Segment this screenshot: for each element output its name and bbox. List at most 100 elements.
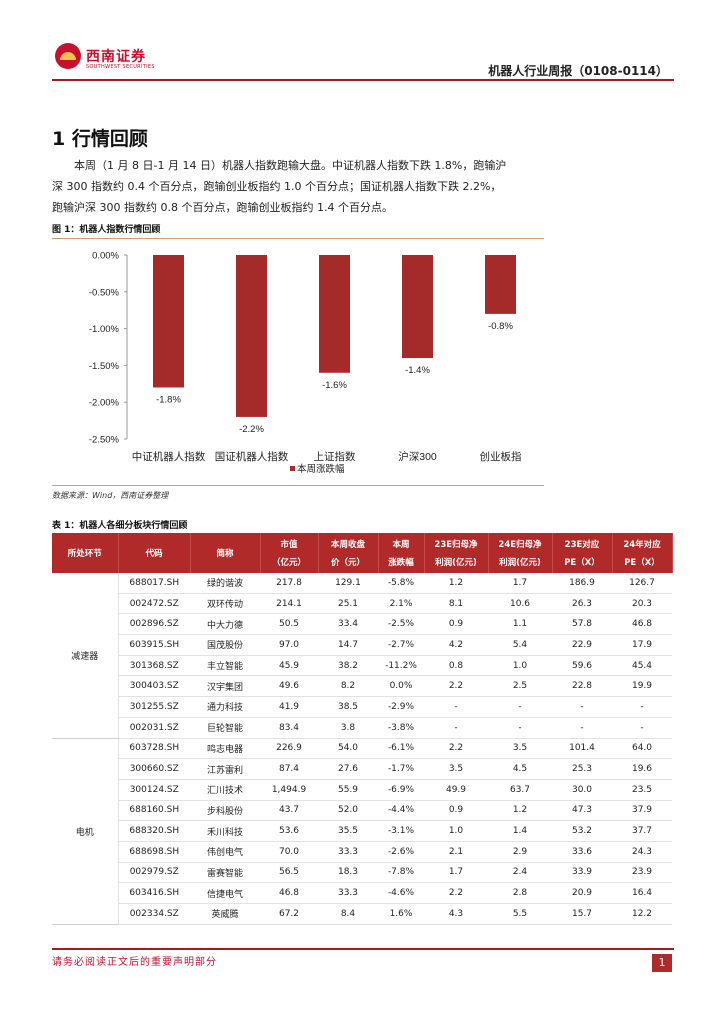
table-cell: 38.5 — [318, 696, 378, 718]
table-cell: 47.3 — [552, 800, 612, 822]
table-header-cell: 24E归母净 利润(亿元) — [488, 533, 553, 573]
table-cell: 通力科技 — [190, 696, 260, 718]
table-cell: 33.4 — [318, 613, 378, 636]
page-number: 1 — [652, 954, 672, 972]
table-cell: 101.4 — [552, 738, 612, 760]
table-cell: 46.8 — [260, 882, 318, 904]
table-cell: 22.9 — [552, 634, 612, 656]
table-cell: -1.7% — [378, 758, 424, 780]
table-cell: 4.5 — [488, 758, 552, 780]
table-cell: 2.2 — [424, 882, 488, 904]
y-tick-label: -1.50% — [89, 361, 120, 372]
table-row: 301368.SZ 丰立智能 45.9 38.2 -11.2% 0.8 1.0 59.6 45.… — [52, 655, 672, 677]
company-name: 西南证券 — [86, 49, 146, 65]
table-cell: 双环传动 — [190, 593, 260, 615]
table-header-cell: 24年对应 PE（X） — [612, 533, 673, 573]
table-cell: 300660.SZ — [118, 758, 190, 780]
index-bar-chart: 0.00% -0.50% -1.00% -1.50% -2.00% -2.50% -1.8%… — [89, 251, 522, 476]
table-cell: 688698.SH — [118, 841, 190, 863]
footer-divider — [52, 948, 674, 950]
table-cell: -4.6% — [378, 882, 424, 904]
table-cell: 603728.SH — [118, 738, 190, 760]
table-cell: 301255.SZ — [118, 696, 190, 718]
section-title: 1 行情回顾 — [52, 128, 148, 150]
table-cell: 688017.SH — [118, 573, 190, 594]
table-cell: 52.0 — [318, 800, 378, 822]
table-cell: 禾川科技 — [190, 820, 260, 842]
table-cell: 55.9 — [318, 779, 378, 801]
table-header-cell: 23E归母净 利润(亿元) — [424, 533, 489, 573]
table-cell: 2.9 — [488, 841, 552, 863]
table-cell: 23.9 — [612, 862, 672, 884]
table-cell: -7.8% — [378, 862, 424, 884]
table-cell: -2.5% — [378, 613, 424, 636]
table-cell: 0.9 — [424, 800, 488, 822]
table-cell: 33.3 — [318, 882, 378, 904]
table-row: 688320.SH 禾川科技 53.6 35.5 -3.1% 1.0 1.4 53.2 37.7 — [52, 820, 672, 842]
y-tick-label: -1.00% — [89, 324, 120, 335]
y-tick-label: -0.50% — [89, 287, 120, 298]
table-cell: 1.0 — [424, 820, 488, 842]
section-paragraph: 本周（1 月 8 日-1 月 14 日）机器人指数跑输大盘。中证机器人指数下跌 … — [52, 155, 672, 218]
table-cell: 33.6 — [552, 841, 612, 863]
table-cell: 丰立智能 — [190, 655, 260, 677]
table-cell: 300403.SZ — [118, 675, 190, 698]
table-cell: 18.3 — [318, 862, 378, 884]
table-cell: 26.3 — [552, 593, 612, 615]
figure-bottom-rule — [52, 485, 544, 486]
table-cell: 002472.SZ — [118, 593, 190, 615]
table-title: 表 1：机器人各细分板块行情回顾 — [52, 521, 188, 531]
table-cell: 25.3 — [552, 758, 612, 780]
table-cell: - — [424, 696, 488, 718]
table-cell: 186.9 — [552, 573, 612, 594]
table-cell: 1.1 — [488, 613, 552, 636]
table-cell: 8.4 — [318, 903, 378, 925]
table-cell: 步科股份 — [190, 800, 260, 822]
table-cell: 3.5 — [488, 738, 552, 760]
table-cell: 雷赛智能 — [190, 862, 260, 884]
table-cell: 1.4 — [488, 820, 552, 842]
table-cell: 87.4 — [260, 758, 318, 780]
table-cell: 巨轮智能 — [190, 717, 260, 739]
table-cell: 57.8 — [552, 613, 612, 636]
table-cell: 35.5 — [318, 820, 378, 842]
table-cell: 2.2 — [424, 675, 488, 698]
table-cell: 688160.SH — [118, 800, 190, 822]
table-cell: 1.2 — [424, 573, 488, 594]
table-cell: 22.8 — [552, 675, 612, 698]
bar — [236, 255, 267, 417]
table-cell: -2.6% — [378, 841, 424, 863]
table-cell: 83.4 — [260, 717, 318, 739]
table-cell: 45.4 — [612, 655, 672, 677]
table-cell: 64.0 — [612, 738, 672, 760]
table-cell: -6.1% — [378, 738, 424, 760]
table-header-cell: 所处环节 — [52, 533, 119, 573]
table-cell: 江苏雷利 — [190, 758, 260, 780]
paragraph-line: 本周（1 月 8 日-1 月 14 日）机器人指数跑输大盘。中证机器人指数下跌 … — [52, 159, 507, 172]
table-cell: -5.8% — [378, 573, 424, 594]
bar-data-label: -0.8% — [488, 321, 513, 332]
table-cell: -6.9% — [378, 779, 424, 801]
table-cell: -3.8% — [378, 717, 424, 739]
table-cell: 23.5 — [612, 779, 672, 801]
figure-top-rule — [52, 238, 544, 239]
bar-data-label: -2.2% — [239, 424, 264, 435]
table-cell: 2.5 — [488, 675, 552, 698]
table-cell: 1.7 — [424, 862, 488, 884]
table-cell: 8.1 — [424, 593, 488, 615]
table-cell: 2.4 — [488, 862, 552, 884]
table-row: 603915.SH 国茂股份 97.0 14.7 -2.7% 4.2 5.4 22.9 17.9 — [52, 634, 672, 656]
bar — [485, 255, 516, 314]
table-cell: 5.4 — [488, 634, 552, 656]
table-cell: 12.2 — [612, 903, 672, 925]
table-cell: 002979.SZ — [118, 862, 190, 884]
table-cell: - — [552, 696, 612, 718]
table-cell: 54.0 — [318, 738, 378, 760]
segment-table: 所处环节 代码 简称 市值 （亿元） 本周收盘 价（元） 本周 涨跌幅 23E归母净 利润(亿元) 2… — [52, 533, 673, 925]
table-row: 300124.SZ 汇川技术 1,494.9 55.9 -6.9% 49.9 63.7 30.… — [52, 779, 672, 801]
table-cell: 1.6% — [378, 903, 424, 925]
table-cell: 70.0 — [260, 841, 318, 863]
table-cell: 2.1 — [424, 841, 488, 863]
table-header-cell: 市值 （亿元） — [260, 533, 319, 573]
table-cell: 24.3 — [612, 841, 672, 863]
